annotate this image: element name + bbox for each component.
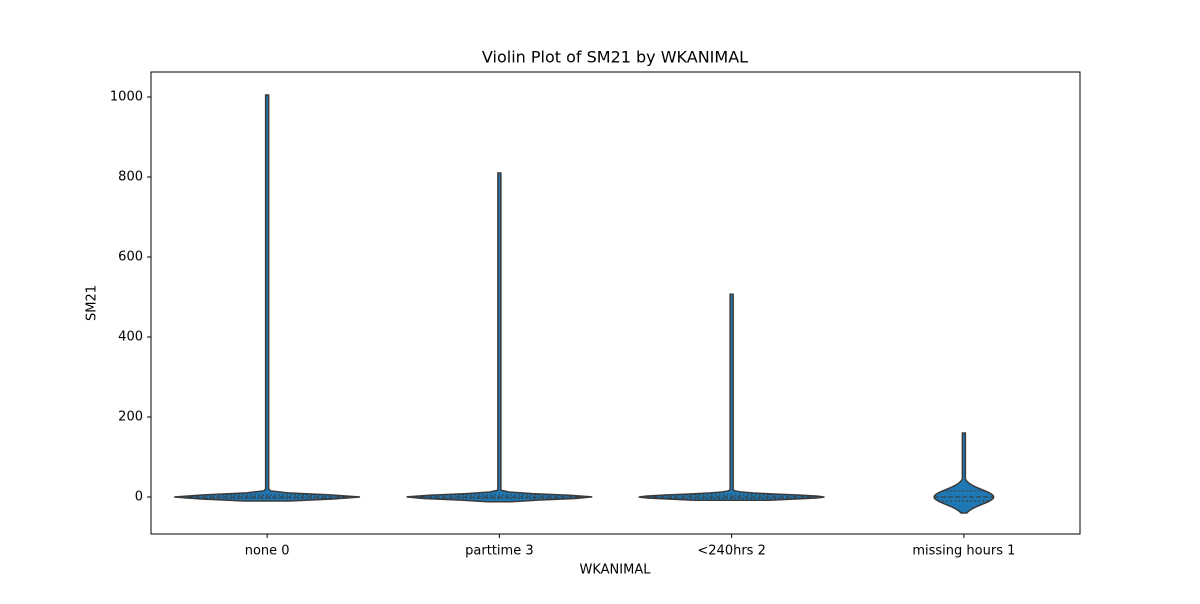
x-tick-label: parttime 3 [465, 544, 533, 559]
plot-frame [150, 71, 1081, 535]
y-tick-label: 0 [135, 490, 143, 505]
x-tick-label: missing hours 1 [912, 544, 1015, 559]
violin [406, 172, 593, 503]
violin [933, 432, 995, 514]
y-tick-label: 1000 [110, 90, 143, 105]
x-tick-label: <240hrs 2 [697, 544, 765, 559]
y-tick-label: 400 [118, 330, 143, 345]
y-tick-label: 200 [118, 410, 143, 425]
y-axis-label: SM21 [85, 285, 100, 321]
x-tick-label: none 0 [245, 544, 290, 559]
y-tick-label: 800 [118, 170, 143, 185]
y-tick-label: 600 [118, 250, 143, 265]
violin [638, 293, 825, 501]
violin [174, 94, 361, 502]
x-axis-label: WKANIMAL [580, 563, 652, 578]
chart-title: Violin Plot of SM21 by WKANIMAL [482, 48, 748, 67]
